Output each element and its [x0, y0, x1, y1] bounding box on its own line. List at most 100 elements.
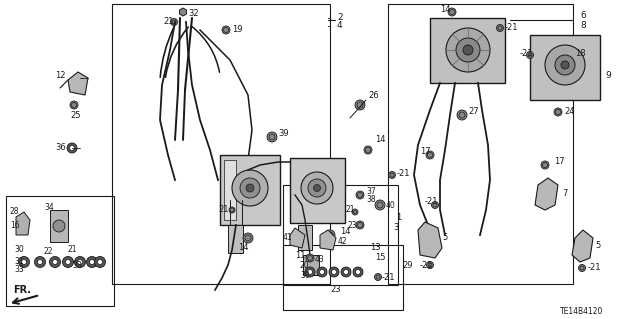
Circle shape [53, 220, 65, 232]
Text: -21: -21 [588, 263, 602, 272]
Circle shape [232, 170, 268, 206]
Circle shape [19, 256, 29, 268]
Polygon shape [572, 230, 593, 262]
Bar [388, 4, 573, 284]
Text: 14: 14 [340, 227, 351, 236]
Text: 5: 5 [442, 234, 447, 242]
Text: 36: 36 [55, 144, 66, 152]
Circle shape [267, 132, 277, 142]
Text: 23: 23 [330, 285, 340, 293]
Circle shape [70, 101, 78, 109]
Polygon shape [535, 178, 558, 210]
Circle shape [364, 146, 372, 154]
Text: 13: 13 [370, 243, 381, 253]
Text: 17: 17 [554, 158, 564, 167]
Text: 24: 24 [564, 108, 575, 116]
Circle shape [243, 233, 253, 243]
Circle shape [301, 172, 333, 204]
Text: 22: 22 [44, 248, 54, 256]
Bar [290, 158, 345, 223]
Circle shape [527, 51, 534, 58]
Bar [298, 225, 312, 250]
Bar [228, 225, 243, 253]
Text: 29: 29 [402, 261, 413, 270]
Text: 11: 11 [295, 250, 305, 259]
Circle shape [554, 108, 562, 116]
Text: 28: 28 [10, 207, 19, 217]
Circle shape [388, 172, 396, 179]
Bar [224, 160, 236, 220]
Circle shape [77, 259, 83, 264]
Text: 43: 43 [315, 256, 324, 264]
Text: 5: 5 [595, 241, 600, 249]
Circle shape [352, 209, 358, 215]
Circle shape [426, 262, 433, 269]
Text: 41: 41 [283, 233, 292, 241]
Text: 34: 34 [44, 203, 54, 211]
Bar [430, 18, 505, 83]
Text: 31: 31 [14, 257, 24, 266]
Text: 9: 9 [605, 70, 611, 79]
Circle shape [65, 259, 70, 264]
Text: 14: 14 [375, 136, 385, 145]
Text: 3: 3 [393, 224, 398, 233]
Text: 21: 21 [218, 205, 228, 214]
Text: 33: 33 [14, 265, 24, 275]
Circle shape [95, 256, 106, 268]
Circle shape [541, 161, 549, 169]
Text: 12: 12 [55, 70, 65, 79]
Text: -21: -21 [382, 272, 396, 281]
Circle shape [307, 270, 312, 275]
Text: 33: 33 [72, 261, 82, 270]
Bar [283, 185, 398, 285]
Circle shape [229, 207, 235, 213]
Bar [50, 210, 68, 242]
Polygon shape [290, 228, 305, 248]
Text: 32: 32 [188, 9, 198, 18]
Circle shape [52, 259, 58, 264]
Text: 26: 26 [368, 91, 379, 100]
Text: 23: 23 [348, 220, 358, 229]
Text: 8: 8 [580, 20, 586, 29]
Text: -21: -21 [505, 23, 518, 32]
Circle shape [329, 267, 339, 277]
Polygon shape [180, 8, 186, 16]
Polygon shape [320, 230, 336, 250]
Text: 25: 25 [70, 110, 81, 120]
Circle shape [325, 230, 335, 240]
Text: 14: 14 [238, 242, 248, 251]
Text: 42: 42 [338, 238, 348, 247]
Circle shape [35, 256, 45, 268]
Circle shape [545, 45, 585, 85]
Circle shape [170, 19, 177, 26]
Circle shape [353, 267, 363, 277]
Text: -21: -21 [420, 261, 433, 270]
Circle shape [561, 61, 569, 69]
Text: FR.: FR. [13, 285, 31, 295]
Text: 17: 17 [420, 147, 431, 157]
Text: -21: -21 [397, 168, 410, 177]
Circle shape [356, 191, 364, 199]
Text: -21: -21 [425, 197, 438, 206]
Bar [530, 35, 600, 100]
Text: 19: 19 [232, 26, 243, 34]
Polygon shape [68, 72, 88, 95]
Circle shape [431, 202, 438, 209]
Circle shape [86, 256, 97, 268]
Circle shape [317, 267, 327, 277]
Text: -21: -21 [520, 48, 534, 57]
Circle shape [446, 28, 490, 72]
Circle shape [374, 273, 381, 280]
Text: TE14B4120: TE14B4120 [560, 308, 604, 316]
Bar [283, 245, 403, 310]
Circle shape [341, 267, 351, 277]
Circle shape [463, 45, 473, 55]
Text: 21: 21 [345, 205, 355, 214]
Bar [303, 255, 319, 275]
Circle shape [497, 25, 504, 32]
Circle shape [356, 221, 364, 229]
Circle shape [456, 38, 480, 62]
Circle shape [97, 259, 102, 264]
Circle shape [355, 100, 365, 110]
Circle shape [561, 51, 571, 61]
